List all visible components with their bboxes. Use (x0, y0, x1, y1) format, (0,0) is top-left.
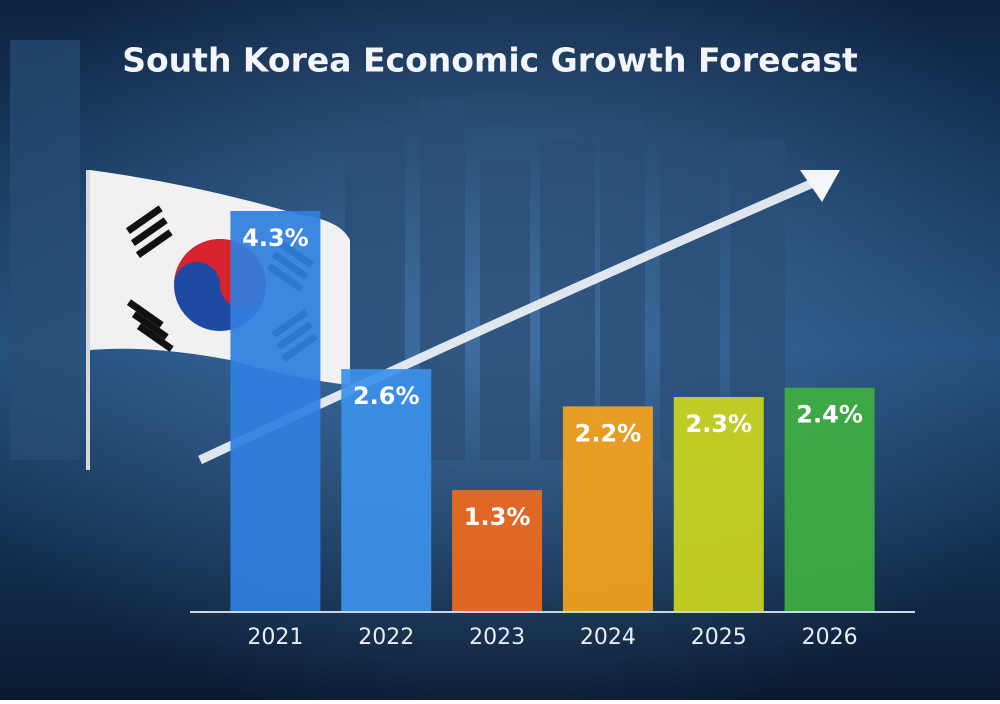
value-label: 2.2% (575, 419, 642, 447)
x-tick-label: 2022 (358, 625, 414, 650)
value-label: 1.3% (464, 503, 531, 531)
x-tick-label: 2024 (580, 625, 636, 650)
bar (562, 406, 653, 611)
bar (784, 387, 875, 611)
x-tick-label: 2021 (247, 625, 303, 650)
value-label: 2.6% (353, 382, 420, 410)
value-label: 2.3% (685, 410, 752, 438)
bar (673, 397, 764, 611)
x-tick-label: 2025 (691, 625, 747, 650)
x-tick-label: 2026 (802, 625, 858, 650)
bar (230, 211, 321, 611)
x-tick-label: 2023 (469, 625, 525, 650)
bar (452, 490, 543, 611)
bar (341, 369, 432, 611)
chart-title: South Korea Economic Growth Forecast (122, 41, 858, 80)
trend-arrow-head (800, 170, 840, 202)
value-label: 4.3% (242, 224, 309, 252)
value-label: 2.4% (796, 401, 863, 429)
